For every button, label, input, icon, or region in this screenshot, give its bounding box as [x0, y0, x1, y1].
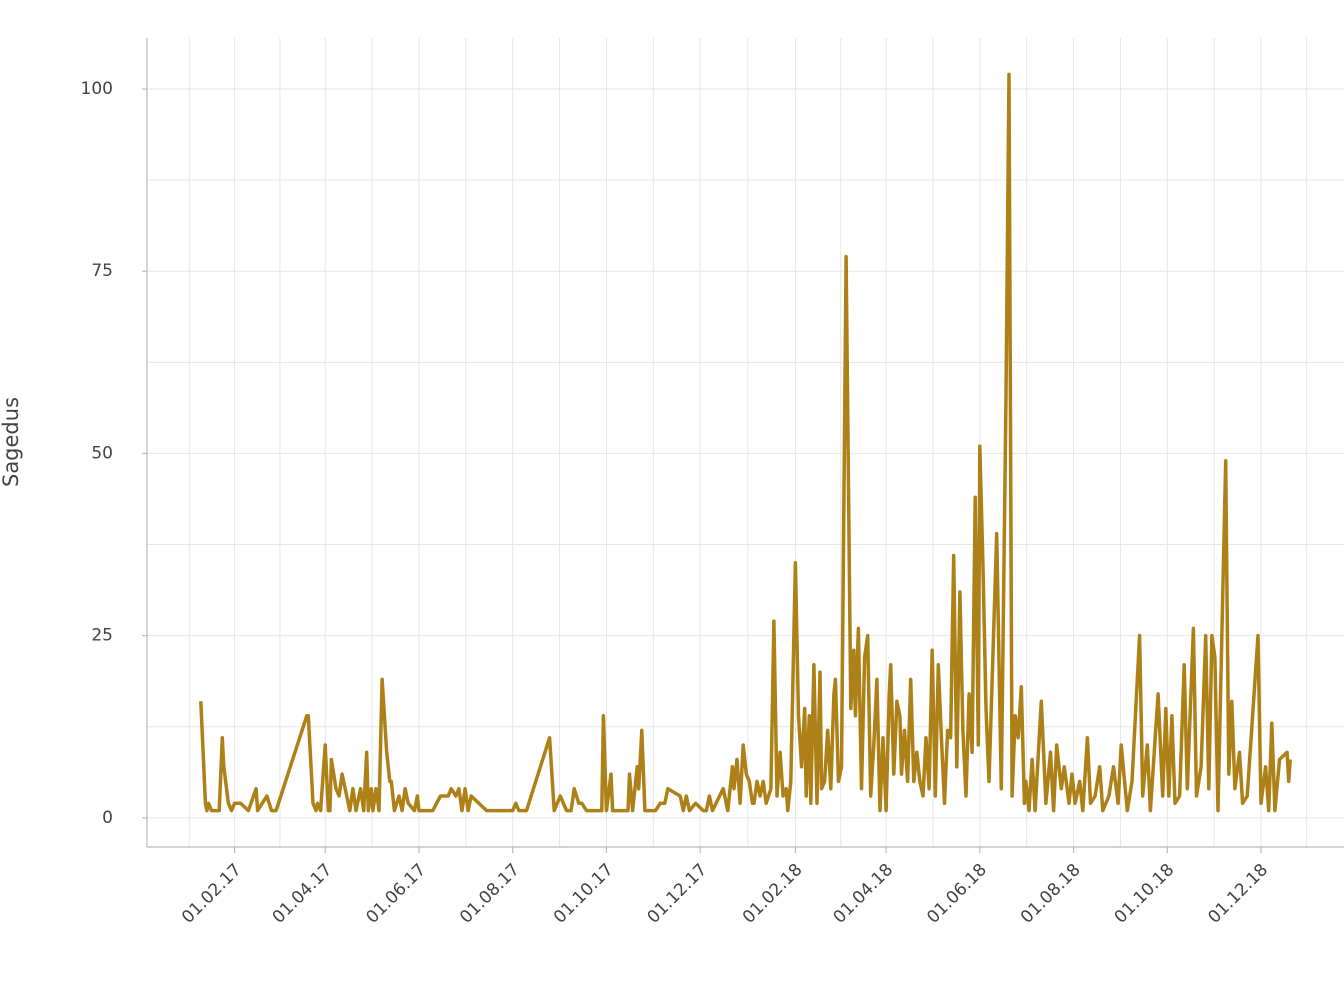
y-axis-label: Sagedus — [0, 397, 23, 487]
x-tick-label: 01.04.17 — [269, 860, 337, 928]
data-line — [199, 72, 1292, 813]
x-tick-label: 01.04.18 — [829, 860, 897, 928]
y-tick-label: 75 — [91, 261, 113, 281]
x-tick-label: 01.10.17 — [550, 860, 618, 928]
y-tick-label: 0 — [102, 808, 113, 828]
y-tick-label: 100 — [81, 79, 113, 99]
x-tick-label: 01.12.18 — [1204, 860, 1272, 928]
y-tick-label: 50 — [91, 443, 113, 463]
x-tick-label: 01.02.17 — [178, 860, 246, 928]
x-tick-label: 01.10.18 — [1111, 860, 1179, 928]
x-tick-label: 01.12.17 — [644, 860, 712, 928]
x-tick-label: 01.02.18 — [739, 860, 807, 928]
x-tick-label: 01.08.17 — [456, 860, 524, 928]
y-tick-label: 25 — [91, 626, 113, 646]
x-tick-label: 01.06.18 — [923, 860, 991, 928]
x-tick-label: 01.08.18 — [1017, 860, 1085, 928]
x-tick-label: 01.06.17 — [362, 860, 430, 928]
